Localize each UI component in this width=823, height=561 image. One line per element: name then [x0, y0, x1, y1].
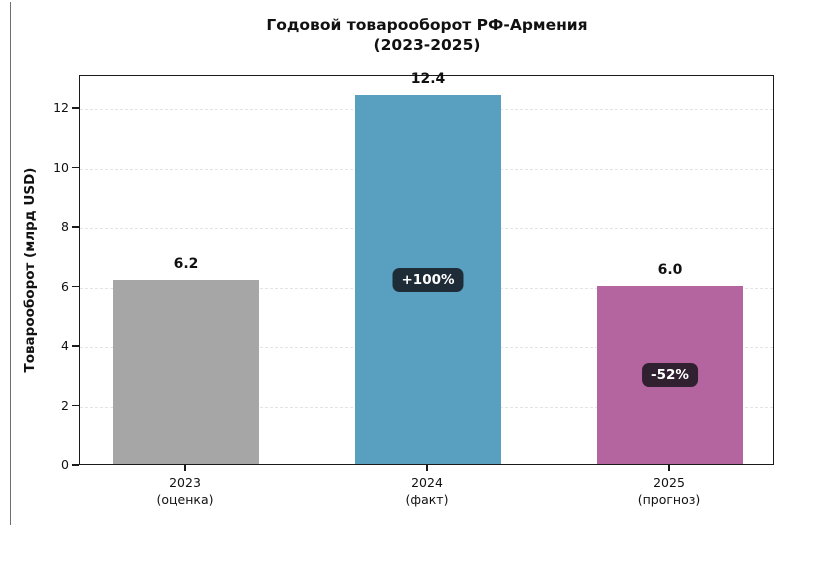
plot-area: 6.2 +100% 12.4 -52% 6.0 — [79, 71, 774, 465]
y-tick-label-4: 4 — [61, 338, 69, 353]
bar-2024: +100% — [355, 95, 501, 464]
y-tick-label-6: 6 — [61, 278, 69, 294]
bar-2025: -52% — [597, 285, 743, 464]
bar-value-label-2024: 12.4 — [410, 71, 446, 88]
x-tick-mark-2024 — [426, 465, 428, 471]
chart-title: Годовой товарооборот РФ-Армения (2023-20… — [266, 15, 587, 55]
annotation-badge-2024: +100% — [392, 267, 464, 292]
bar-2023 — [113, 279, 259, 464]
bar-value-label-2023: 6.2 — [173, 255, 199, 272]
annotation-badge-2025: -52% — [642, 362, 698, 387]
y-tick-label-8: 8 — [61, 219, 69, 234]
y-tick-mark-2 — [72, 404, 79, 407]
x-tick-label-note-2024: (факт) — [405, 492, 449, 507]
x-tick-label-year-2025: 2025 — [653, 475, 685, 490]
y-tick-label-10: 10 — [53, 159, 69, 175]
chart-title-line1: Годовой товарооборот РФ-Армения — [266, 16, 588, 34]
y-tick-mark-6 — [72, 285, 79, 288]
y-tick-mark-10 — [72, 166, 79, 169]
left-edge-divider-line — [10, 2, 11, 525]
x-tick-label-year-2024: 2024 — [411, 475, 443, 490]
x-tick-label-2023: 2023 (оценка) — [157, 474, 214, 508]
y-tick-label-12: 12 — [53, 100, 69, 115]
x-tick-label-year-2023: 2023 — [169, 475, 201, 490]
y-tick-label-2: 2 — [61, 397, 69, 413]
y-tick-mark-0 — [72, 464, 79, 466]
y-tick-mark-12 — [72, 107, 79, 109]
x-tick-label-note-2023: (оценка) — [156, 492, 214, 507]
y-tick-mark-4 — [72, 345, 79, 347]
y-tick-mark-8 — [72, 226, 79, 228]
x-tick-mark-2025 — [668, 465, 670, 471]
x-tick-mark-2023 — [184, 465, 186, 471]
chart-title-line2: (2023-2025) — [373, 36, 481, 54]
bar-value-label-2025: 6.0 — [657, 261, 683, 278]
x-tick-label-2025: 2025 (прогноз) — [638, 474, 701, 508]
x-tick-label-note-2025: (прогноз) — [637, 492, 701, 507]
y-tick-label-0: 0 — [61, 457, 69, 472]
x-tick-label-2024: 2024 (факт) — [406, 474, 449, 508]
